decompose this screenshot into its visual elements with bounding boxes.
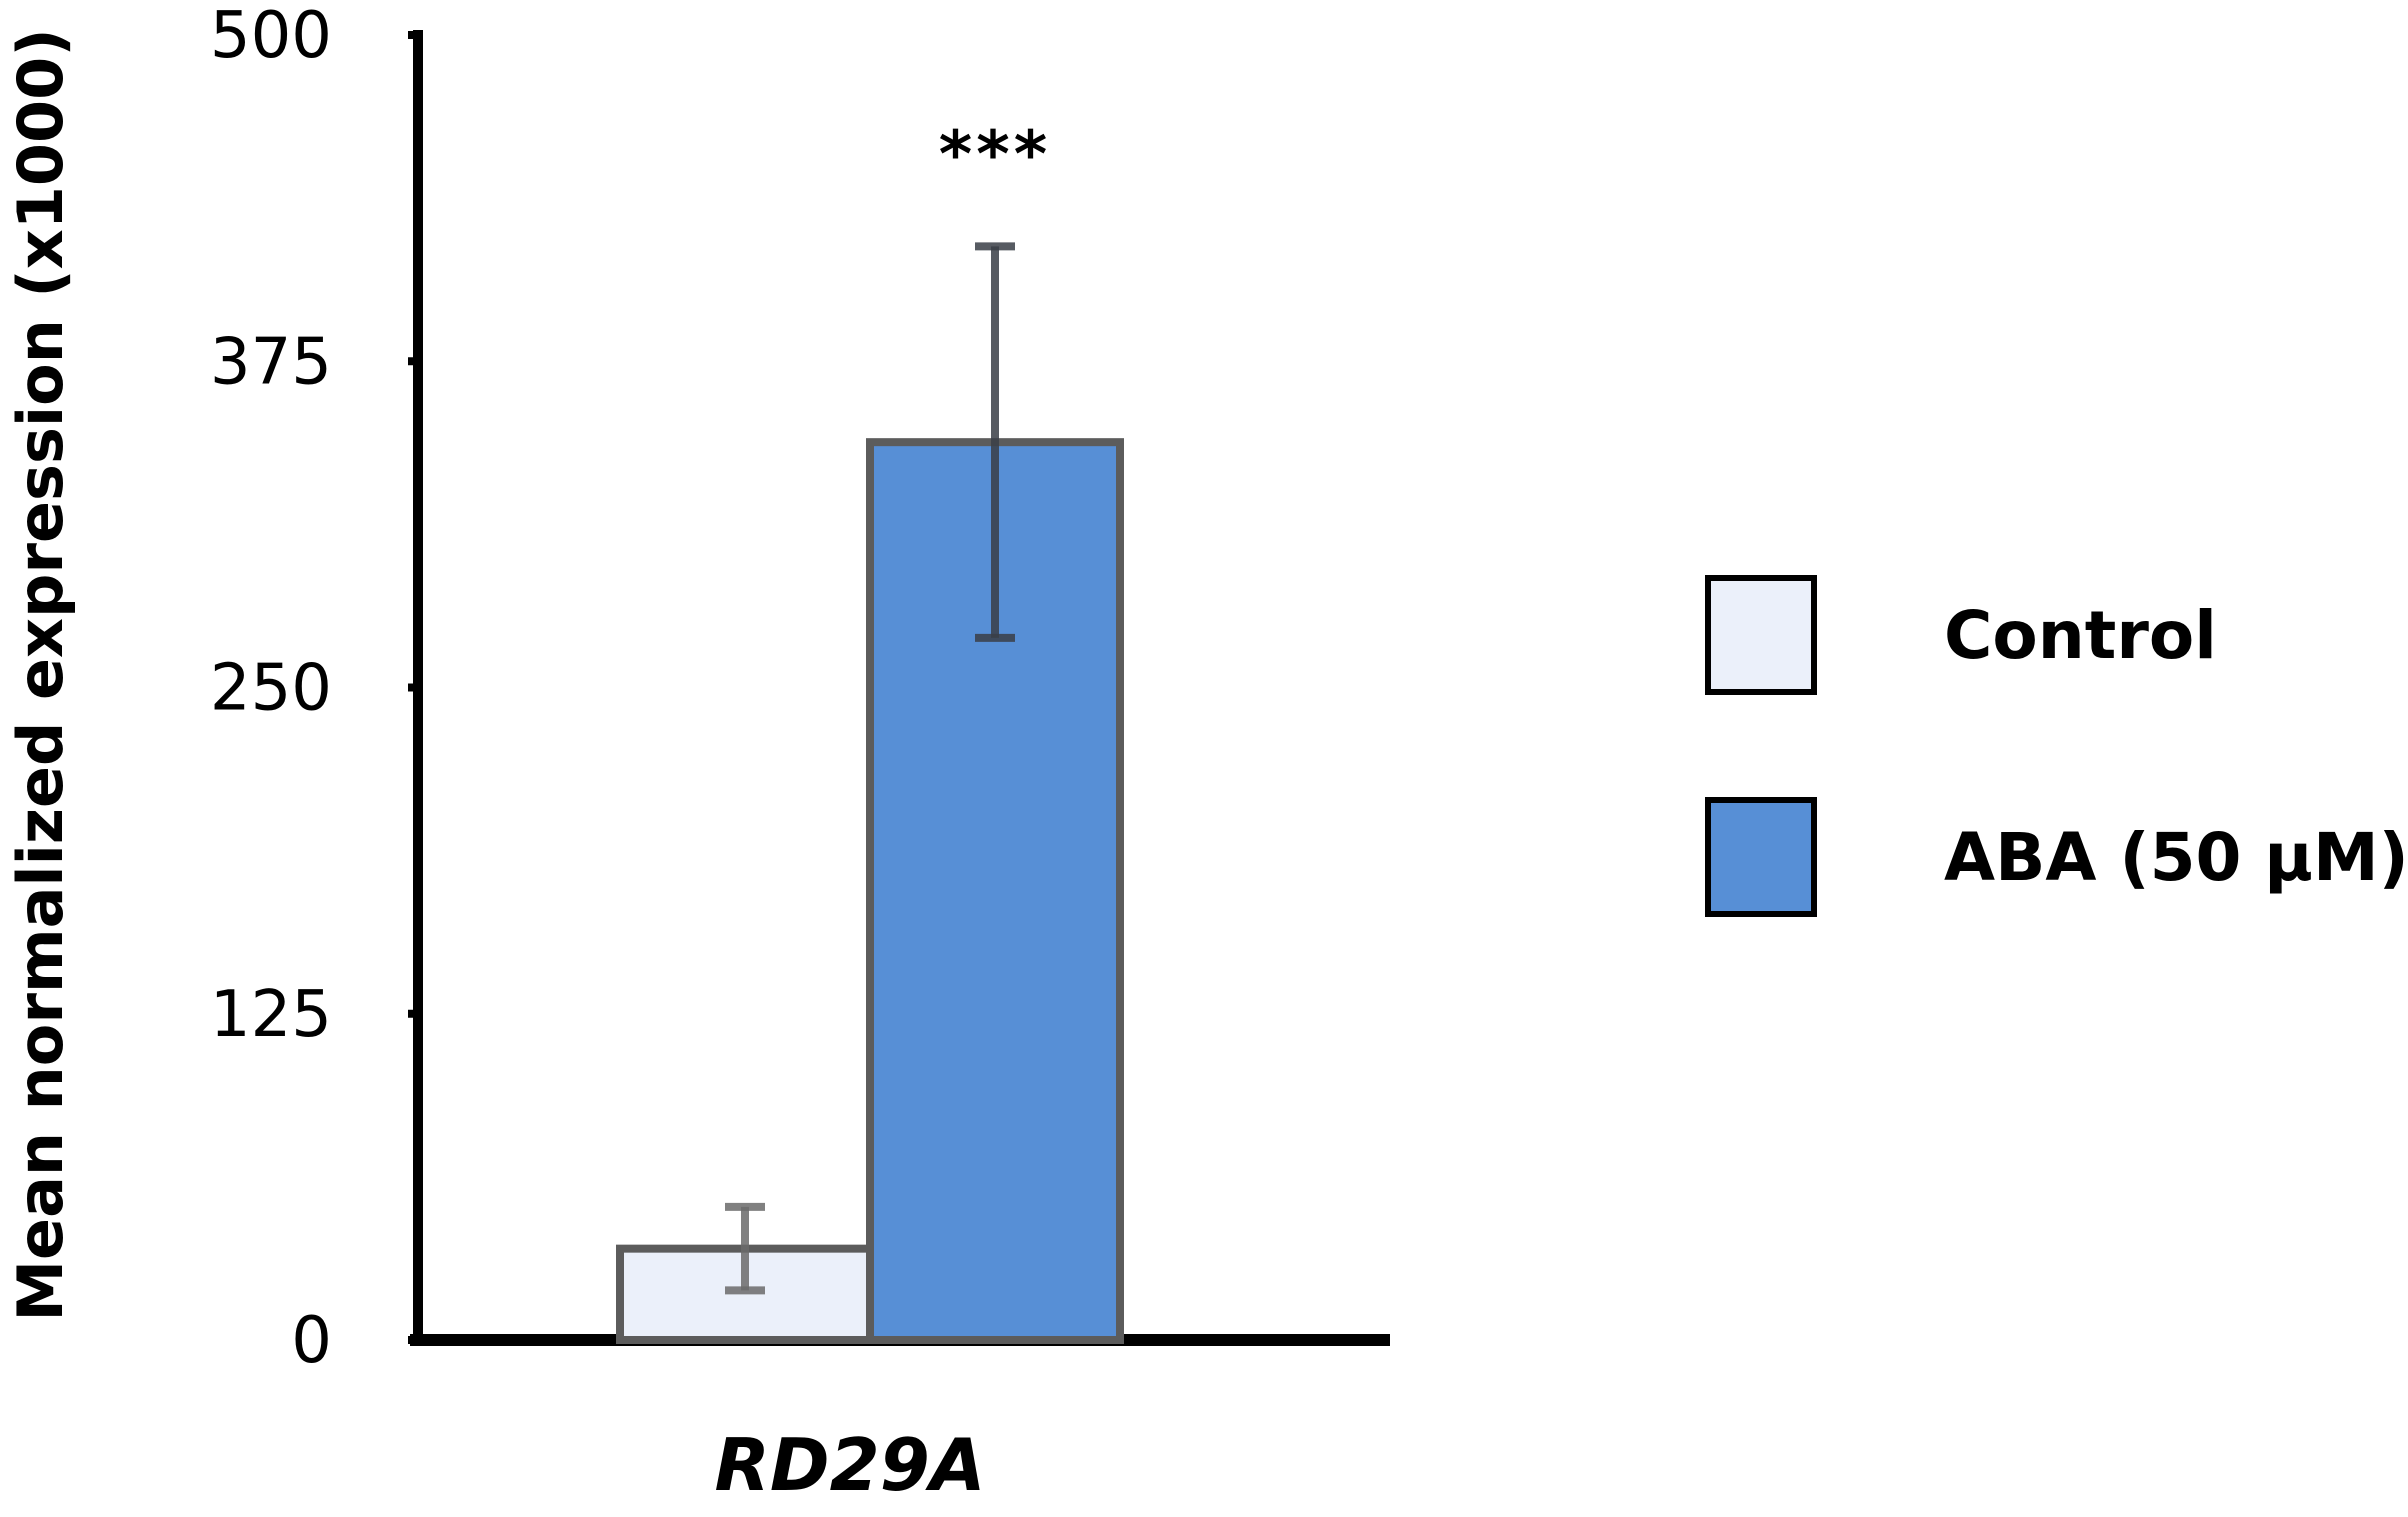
y-tick-label: 375 — [210, 325, 332, 399]
legend: Control ABA (50 μM) — [1705, 575, 2408, 917]
category-labels: RD29A — [714, 1423, 985, 1507]
y-tick-label: 500 — [210, 0, 332, 73]
y-tick-label: 250 — [210, 652, 332, 726]
y-axis-title: Mean normalized expression (x1000) — [4, 28, 77, 1321]
legend-swatch-aba — [1705, 797, 1817, 917]
x-category-label: RD29A — [714, 1423, 985, 1507]
significance-annotation: *** — [939, 118, 1051, 192]
legend-label: ABA (50 μM) — [1944, 819, 2408, 896]
y-ticks: 0 125 250 375 500 — [210, 0, 418, 1378]
legend-swatch-control — [1705, 575, 1817, 695]
y-tick-label: 125 — [210, 978, 332, 1052]
bars: *** — [616, 118, 1124, 1345]
legend-label: Control — [1944, 597, 2217, 674]
y-tick-label: 0 — [291, 1304, 332, 1378]
